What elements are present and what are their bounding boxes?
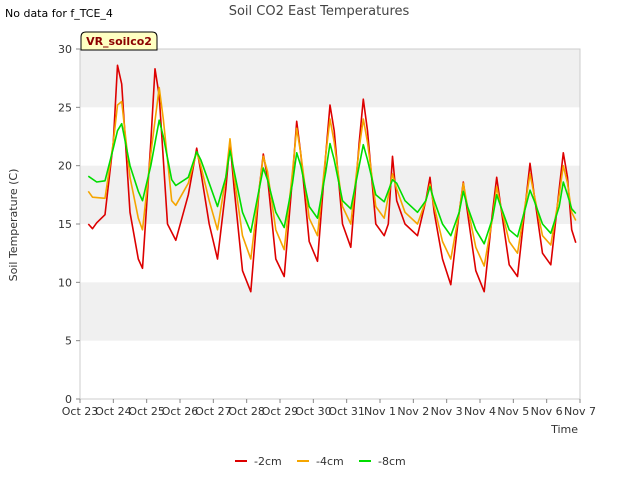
chart-title: Soil CO2 East Temperatures [229, 4, 410, 19]
x-tick-label: Nov 2 [397, 405, 429, 418]
legend-label: -4cm [316, 455, 344, 468]
x-tick-label: Nov 6 [531, 405, 563, 418]
x-axis-label: Time [550, 423, 578, 436]
legend-label: -8cm [378, 455, 406, 468]
x-tick-label: Oct 26 [162, 405, 199, 418]
x-tick-label: Nov 4 [464, 405, 496, 418]
x-tick-label: Oct 27 [195, 405, 232, 418]
y-axis-ticks: 0 5 10 15 20 25 30 [58, 43, 80, 406]
x-tick-label: Oct 30 [295, 405, 332, 418]
grid-band [80, 49, 580, 108]
x-tick-label: Oct 31 [328, 405, 365, 418]
x-tick-label: Nov 3 [431, 405, 463, 418]
x-tick-label: Oct 28 [228, 405, 265, 418]
x-tick-label: Oct 24 [95, 405, 132, 418]
y-tick-label: 10 [58, 276, 72, 289]
series-lines [87, 64, 577, 293]
x-tick-label: Oct 29 [262, 405, 299, 418]
x-tick-label: Oct 23 [62, 405, 99, 418]
x-tick-label: Nov 1 [364, 405, 396, 418]
y-tick-label: 0 [65, 393, 72, 406]
y-tick-label: 15 [58, 218, 72, 231]
y-axis-label: Soil Temperature (C) [7, 169, 20, 282]
x-tick-label: Nov 7 [564, 405, 596, 418]
legend-label: -2cm [254, 455, 282, 468]
no-data-note: No data for f_TCE_4 [5, 7, 113, 20]
y-tick-label: 30 [58, 43, 72, 56]
y-tick-label: 20 [58, 160, 72, 173]
grid-band [80, 165, 580, 224]
y-tick-label: 25 [58, 101, 72, 114]
x-tick-label: Oct 25 [128, 405, 165, 418]
vr-soilco2-badge-label: VR_soilco2 [86, 35, 152, 48]
legend: -2cm -4cm -8cm [235, 455, 406, 468]
x-tick-label: Nov 5 [497, 405, 529, 418]
vr-soilco2-badge: VR_soilco2 [80, 31, 158, 51]
grid-band [80, 282, 580, 341]
series-line-8cmcm [87, 119, 577, 245]
y-tick-label: 5 [65, 335, 72, 348]
